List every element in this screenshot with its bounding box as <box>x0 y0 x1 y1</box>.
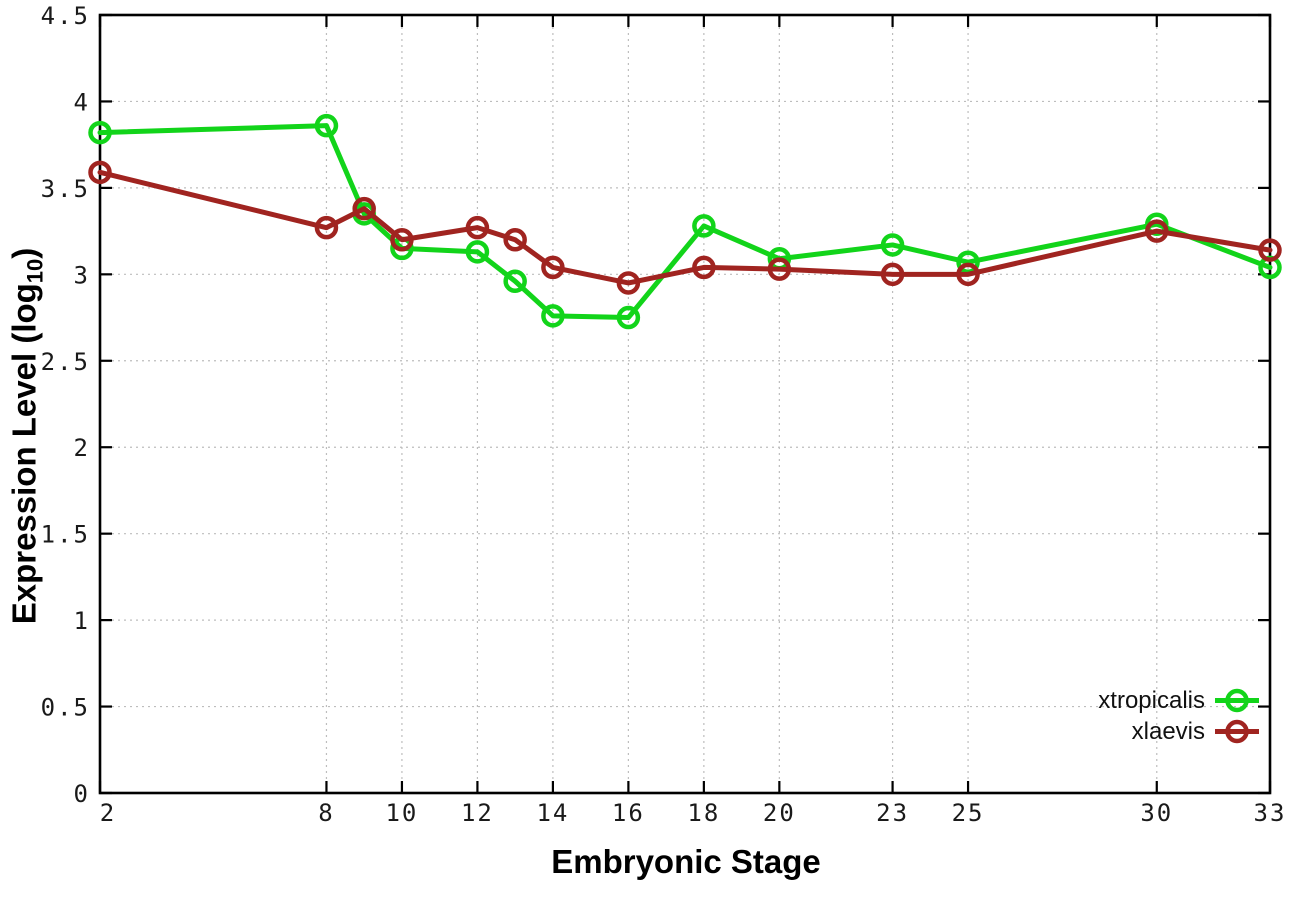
y-tick-label: 3.5 <box>41 175 90 203</box>
legend-label-xtropicalis: xtropicalis <box>1098 686 1205 714</box>
data-point-xlaevis <box>1258 238 1282 262</box>
data-point-xtropicalis <box>692 214 716 238</box>
legend-marker-circle-icon <box>1215 688 1259 713</box>
x-tick-label: 33 <box>1254 799 1287 827</box>
data-point-xtropicalis <box>1145 212 1169 236</box>
legend-entry-xlaevis: xlaevis <box>1098 718 1260 745</box>
legend-entry-xtropicalis: xtropicalis <box>1098 687 1260 714</box>
data-point-xtropicalis <box>314 113 339 138</box>
data-point-xlaevis <box>880 262 905 287</box>
legend-label-xlaevis: xlaevis <box>1131 717 1205 745</box>
legend-marker-circle-icon <box>1215 719 1259 744</box>
plot-border <box>98 13 1272 795</box>
data-point-xtropicalis <box>503 269 527 293</box>
y-axis-label: Expression Level (log10) <box>6 248 49 625</box>
y-tick-label: 0.5 <box>41 694 90 722</box>
x-tick-label: 16 <box>612 799 645 827</box>
x-tick-label: 20 <box>763 799 796 827</box>
x-tick-label: 12 <box>461 799 494 827</box>
y-tick-label: 3 <box>74 261 90 289</box>
data-point-xlaevis <box>767 257 792 281</box>
x-axis-label: Embryonic Stage <box>551 843 821 880</box>
data-point-xlaevis <box>352 196 376 221</box>
data-point-xlaevis <box>465 215 490 240</box>
y-tick-label: 2 <box>74 434 90 462</box>
data-point-xlaevis <box>314 215 339 240</box>
data-point-xlaevis <box>503 228 527 252</box>
data-point-xlaevis <box>1145 219 1169 243</box>
y-tick-label: 2.5 <box>41 348 90 376</box>
x-tick-label: 30 <box>1140 799 1173 827</box>
data-point-xtropicalis <box>465 240 490 264</box>
x-tick-label: 23 <box>876 799 909 827</box>
data-point-xtropicalis <box>956 250 980 274</box>
data-point-xtropicalis <box>616 305 641 330</box>
data-point-xlaevis <box>390 228 414 252</box>
y-tick-label: 1 <box>74 607 90 635</box>
data-point-xlaevis <box>88 160 112 185</box>
x-tick-label: 14 <box>536 799 569 827</box>
y-axis-label-text: Expression Level (log <box>5 283 43 625</box>
series-xtropicalis <box>88 113 1282 330</box>
data-point-xtropicalis <box>541 304 565 328</box>
data-point-xlaevis <box>541 255 565 280</box>
x-tick-label: 8 <box>318 799 334 827</box>
data-point-xtropicalis <box>880 233 905 257</box>
data-point-xlaevis <box>956 262 980 287</box>
axis-ticks: 0 0.5 1 1.5 2 2.5 3 3.5 4 4.5 2 8 10 12 14 16 18 20 23 25 30… <box>41 2 1287 827</box>
x-tick-label: 10 <box>385 799 418 827</box>
data-point-xlaevis <box>692 255 716 280</box>
gridlines <box>100 14 1271 793</box>
y-tick-label: 4.5 <box>41 2 90 30</box>
y-tick-label: 1.5 <box>41 521 90 549</box>
series-xlaevis <box>88 160 1282 295</box>
y-tick-label: 4 <box>74 88 90 116</box>
y-axis-label-close: ) <box>5 247 43 259</box>
legend: xtropicalis xlaevis <box>1098 687 1260 749</box>
y-tick-label: 0 <box>74 780 90 808</box>
x-tick-label: 18 <box>687 799 720 827</box>
x-tick-label: 25 <box>952 799 985 827</box>
x-tick-label: 2 <box>100 799 116 827</box>
data-point-xtropicalis <box>88 120 112 145</box>
data-point-xlaevis <box>616 271 641 295</box>
y-axis-label-subscript: 10 <box>22 258 48 284</box>
